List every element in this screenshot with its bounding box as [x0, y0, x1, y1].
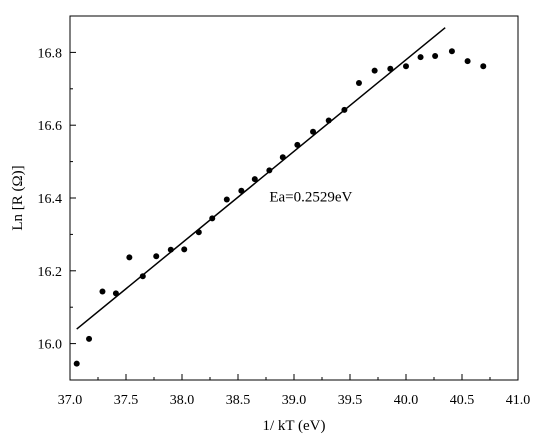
y-axis-title: Ln [R (Ω)] — [10, 165, 26, 230]
y-tick-label: 16.2 — [38, 265, 63, 280]
x-axis-title: 1/ kT (eV) — [262, 418, 325, 434]
y-tick-label: 16.0 — [38, 338, 63, 353]
y-tick-label: 16.4 — [38, 192, 63, 207]
x-tick-label: 40.0 — [394, 393, 419, 408]
x-tick-label: 38.5 — [226, 393, 251, 408]
x-tick-label: 38.0 — [170, 393, 195, 408]
y-tick-label: 16.6 — [38, 119, 63, 134]
x-tick-label: 39.5 — [338, 393, 363, 408]
data-point — [341, 106, 348, 113]
x-tick-label: 37.0 — [58, 393, 83, 408]
data-point — [279, 154, 286, 161]
fit-line — [76, 27, 446, 330]
y-ticks: 16.0 16.2 16.4 16.6 16.8 — [38, 15, 76, 381]
x-ticks: 37.0 37.5 38.0 38.5 39.0 39.5 40.0 40.5 41.0 — [58, 374, 531, 408]
data-point — [432, 53, 439, 60]
data-point — [464, 58, 471, 65]
data-point — [325, 117, 332, 124]
data-points — [73, 48, 487, 367]
x-tick-label: 37.5 — [114, 393, 139, 408]
activation-energy-annotation: Ea=0.2529eV — [269, 190, 352, 206]
data-point — [86, 335, 93, 342]
data-point — [238, 187, 245, 194]
x-tick-label: 40.5 — [450, 393, 475, 408]
data-point — [371, 67, 378, 74]
fit-line-layer — [76, 27, 446, 330]
data-point — [209, 215, 216, 222]
data-point — [223, 196, 230, 203]
x-tick-label: 41.0 — [506, 393, 531, 408]
data-point — [310, 128, 317, 135]
data-point — [387, 65, 394, 72]
data-point — [126, 254, 133, 261]
data-point — [73, 360, 80, 367]
y-tick-label: 16.8 — [38, 46, 63, 61]
data-point — [181, 246, 188, 253]
data-point — [480, 63, 487, 70]
data-point — [266, 167, 273, 174]
data-point — [195, 229, 202, 236]
data-point — [112, 290, 119, 297]
data-point — [167, 246, 174, 253]
data-point — [251, 176, 258, 183]
data-point — [99, 288, 106, 295]
x-tick-label: 39.0 — [282, 393, 307, 408]
data-point — [355, 79, 362, 86]
data-point — [153, 253, 160, 260]
data-point — [403, 63, 409, 70]
data-point — [139, 273, 146, 280]
data-point — [294, 141, 301, 148]
data-point — [448, 48, 455, 55]
data-point — [417, 54, 424, 61]
